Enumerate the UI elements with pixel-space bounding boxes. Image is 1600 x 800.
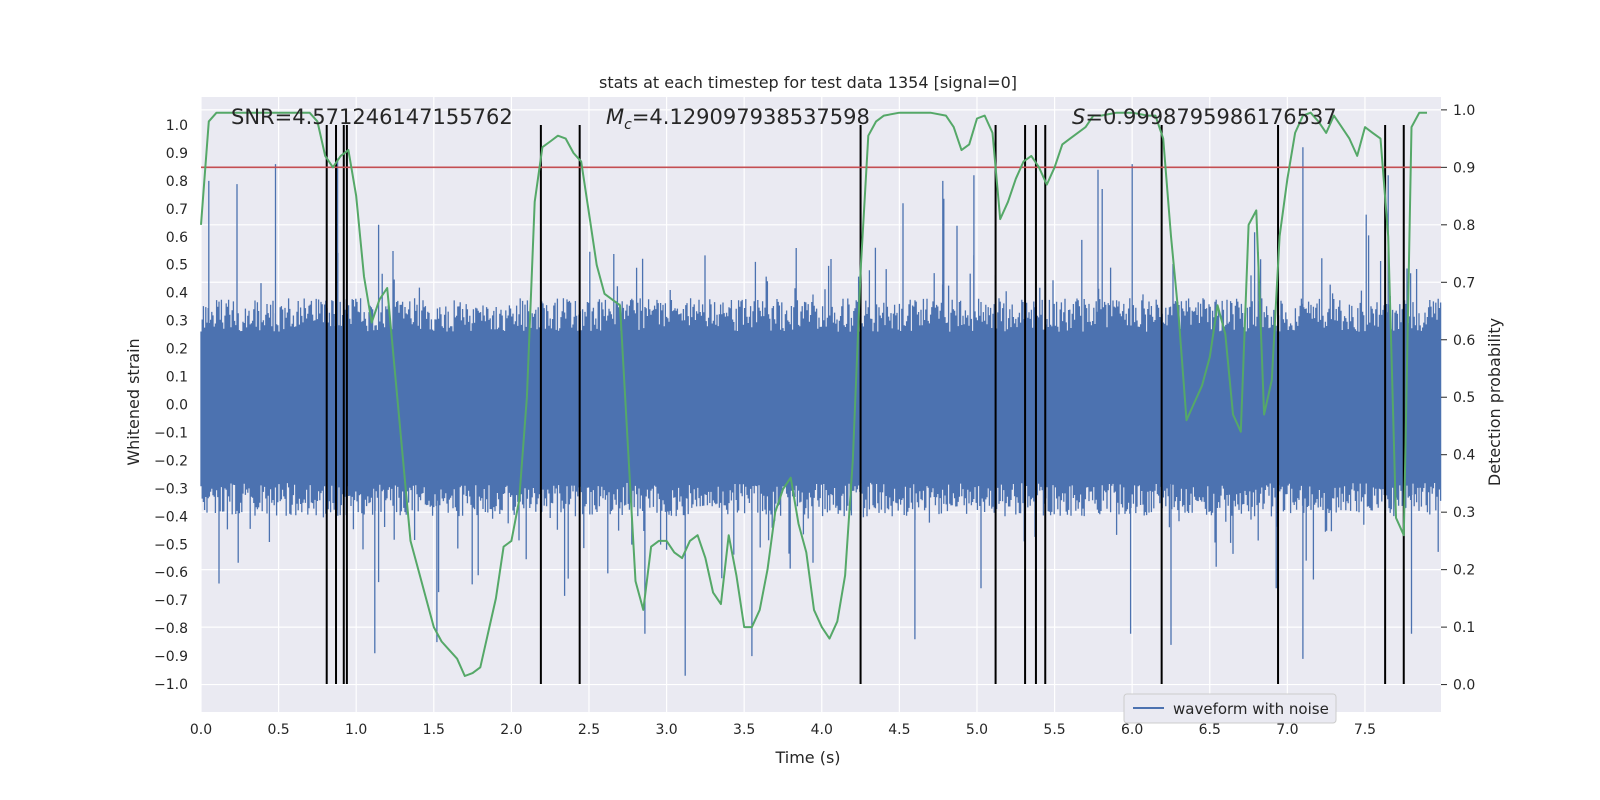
y-tick-label: 0.7 — [166, 202, 188, 218]
x-tick-label: 1.0 — [345, 722, 367, 738]
y-tick-label: 0.8 — [166, 174, 188, 190]
y-tick-label: 0.0 — [166, 398, 188, 414]
x-tick-label: 0.0 — [190, 722, 212, 738]
chart-title: stats at each timestep for test data 135… — [599, 73, 1017, 92]
y2-tick-label: 0.5 — [1453, 390, 1475, 406]
y2-tick-label: 0.2 — [1453, 563, 1475, 579]
x-tick-label: 4.5 — [888, 722, 910, 738]
tick-labels: 0.0 0.5 1.0 1.5 2.0 2.5 3.0 3.5 4.0 4.5 5.0 5.5 6.0 6… — [154, 103, 1475, 738]
x-tick-label: 7.0 — [1276, 722, 1298, 738]
x-tick-label: 5.5 — [1043, 722, 1065, 738]
y-tick-label: 0.4 — [166, 286, 188, 302]
x-tick-label: 5.0 — [966, 722, 988, 738]
y-tick-label: 0.3 — [166, 314, 188, 330]
x-tick-label: 3.5 — [733, 722, 755, 738]
probability-line — [200, 111, 1427, 677]
x-tick-label: 6.0 — [1121, 722, 1143, 738]
y-tick-label: 0.5 — [166, 258, 188, 274]
y-tick-label: −0.7 — [154, 593, 188, 609]
mc-annotation: Mc=4.129097938537598 — [606, 105, 870, 133]
y-tick-label: 1.0 — [166, 118, 188, 134]
s-value: =0.9998795986176537 — [1085, 105, 1336, 129]
x-tick-label: 6.5 — [1199, 722, 1221, 738]
mc-symbol: M — [606, 105, 624, 129]
y2-tick-label: 0.9 — [1453, 160, 1475, 176]
s-symbol: S — [1072, 105, 1085, 129]
event-lines — [325, 124, 1405, 685]
x-tick-label: 2.0 — [500, 722, 522, 738]
y-tick-label: 0.9 — [166, 146, 188, 162]
s-annotation: S=0.9998795986176537 — [1072, 105, 1337, 129]
y-tick-label: −0.6 — [154, 565, 188, 581]
mc-subscript: c — [624, 117, 632, 133]
y-tick-label: 0.6 — [166, 230, 188, 246]
y-tick-label: −0.3 — [154, 481, 188, 497]
x-tick-label: 2.5 — [578, 722, 600, 738]
y-tick-label: −1.0 — [154, 677, 188, 693]
x-tick-label: 0.5 — [267, 722, 289, 738]
y-tick-label: −0.2 — [154, 453, 188, 469]
y-tick-label: −0.9 — [154, 649, 188, 665]
x-tick-label: 7.5 — [1354, 722, 1376, 738]
y2-tick-label: 0.8 — [1453, 218, 1475, 234]
y2-tick-label: 0.0 — [1453, 678, 1475, 694]
plot-area — [200, 97, 1442, 712]
y-tick-label: −0.8 — [154, 621, 188, 637]
y-tick-label: −0.4 — [154, 509, 188, 525]
y2-tick-label: 0.7 — [1453, 275, 1475, 291]
y2-tick-label: 0.1 — [1453, 620, 1475, 636]
waveform-series — [200, 147, 1442, 676]
y-tick-label: −0.1 — [154, 425, 188, 441]
x-tick-label: 3.0 — [655, 722, 677, 738]
mc-value: =4.129097938537598 — [632, 105, 870, 129]
y-axis-label: Whitened strain — [124, 338, 143, 465]
x-tick-label: 1.5 — [423, 722, 445, 738]
waveform-path — [200, 147, 1442, 676]
y-tick-label: 0.1 — [166, 370, 188, 386]
y2-tick-label: 0.3 — [1453, 505, 1475, 521]
y2-tick-label: 0.4 — [1453, 448, 1475, 464]
snr-annotation: SNR=4.571246147155762 — [231, 105, 513, 129]
y2-axis-label: Detection probability — [1485, 318, 1504, 486]
legend-box — [1123, 693, 1337, 724]
y2-tick-label: 0.6 — [1453, 333, 1475, 349]
x-axis-label: Time (s) — [774, 748, 840, 767]
y2-tick-label: 1.0 — [1453, 103, 1475, 119]
y-tick-label: 0.2 — [166, 342, 188, 358]
x-tick-label: 4.0 — [811, 722, 833, 738]
y-tick-label: −0.5 — [154, 537, 188, 553]
legend-label: waveform with noise — [1173, 700, 1329, 718]
legend: waveform with noise — [1123, 693, 1337, 724]
